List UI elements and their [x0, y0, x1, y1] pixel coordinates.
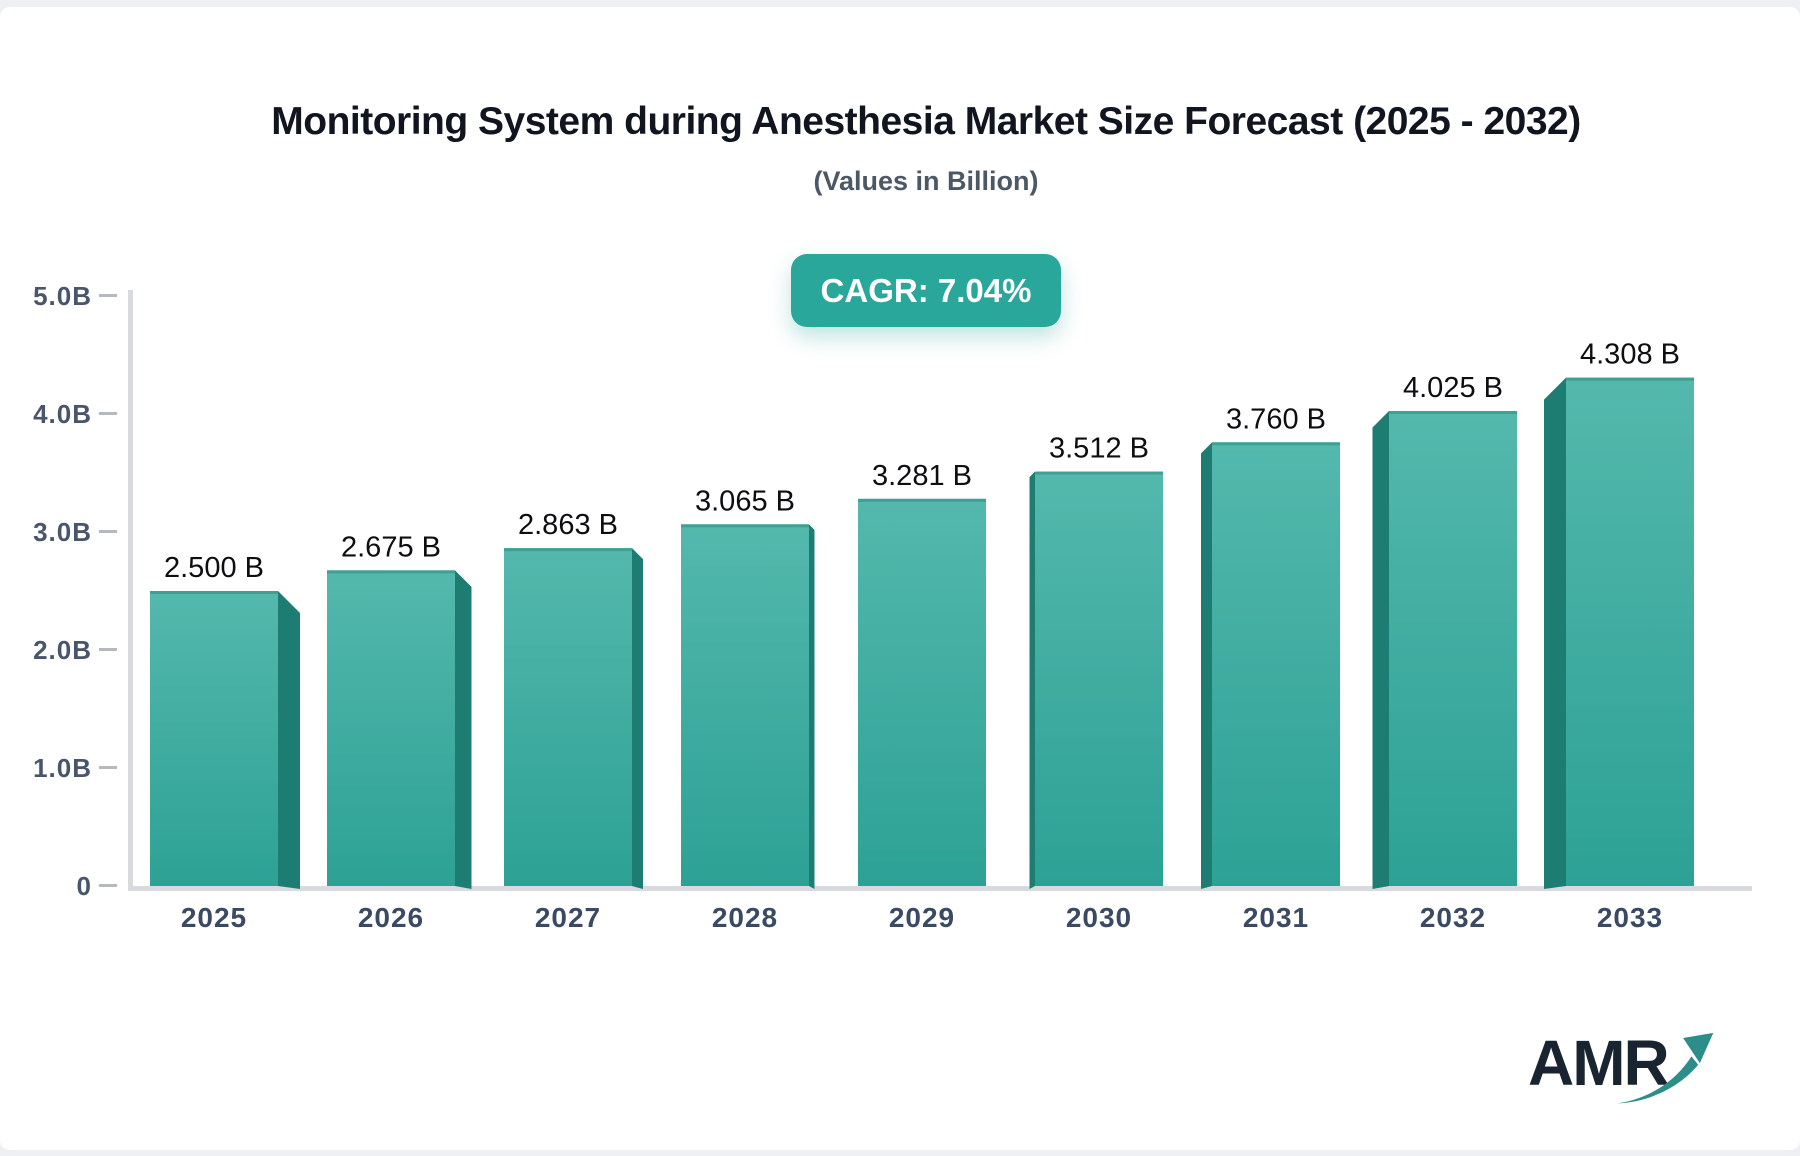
- bar-face: [504, 548, 632, 886]
- bar-face: [858, 498, 986, 886]
- bar-2033[interactable]: 4.308 B: [1544, 339, 1694, 889]
- bar-face: [150, 591, 278, 886]
- bar-top-edge: [681, 524, 809, 528]
- bar-top-edge: [858, 498, 986, 502]
- bar-2028[interactable]: 3.065 B: [681, 485, 815, 889]
- y-tick-label-2.0B: 2.0B: [33, 635, 92, 665]
- bar-2025[interactable]: 2.500 B: [150, 552, 300, 889]
- cagr-badge: CAGR: 7.04%: [791, 254, 1061, 327]
- bar-face: [1389, 411, 1517, 886]
- y-tick-mark: [99, 530, 117, 533]
- x-tick-label-2027: 2027: [535, 902, 601, 933]
- x-tick-label-2032: 2032: [1420, 902, 1486, 933]
- x-tick-label-2025: 2025: [181, 902, 247, 933]
- bar-face: [1212, 442, 1340, 886]
- chart-title: Monitoring System during Anesthesia Mark…: [271, 100, 1581, 143]
- bar-top-edge: [1389, 411, 1517, 415]
- y-tick-mark: [99, 884, 117, 887]
- bar-2031[interactable]: 3.760 B: [1201, 403, 1340, 889]
- x-tick-label-2033: 2033: [1597, 902, 1663, 933]
- bar-value-label: 2.863 B: [518, 509, 618, 541]
- y-tick-label-5.0B: 5.0B: [33, 281, 92, 311]
- bar-top-edge: [1035, 471, 1163, 475]
- bar-2030[interactable]: 3.512 B: [1029, 433, 1164, 889]
- bar-side-face: [1544, 377, 1566, 889]
- bar-side-face: [455, 570, 472, 889]
- x-axis: [128, 886, 1752, 891]
- x-tick-label-2026: 2026: [358, 902, 424, 933]
- bar-value-label: 2.675 B: [341, 531, 441, 563]
- bar-value-label: 3.760 B: [1226, 403, 1326, 435]
- bar-value-label: 4.025 B: [1403, 372, 1503, 404]
- bar-top-edge: [1212, 442, 1340, 446]
- growth-arrow-icon: [1617, 1032, 1714, 1104]
- y-tick-label-4.0B: 4.0B: [33, 399, 92, 429]
- bar-value-label: 2.500 B: [164, 552, 264, 584]
- bar-value-label: 4.308 B: [1580, 339, 1680, 371]
- x-tick-label-2028: 2028: [712, 902, 778, 933]
- bar-top-edge: [327, 570, 455, 574]
- x-tick-label-2030: 2030: [1066, 902, 1132, 933]
- bar-top-edge: [504, 548, 632, 552]
- y-tick-label-0: 0: [77, 871, 92, 901]
- y-tick-label-3.0B: 3.0B: [33, 517, 92, 547]
- bar-2032[interactable]: 4.025 B: [1372, 372, 1518, 889]
- bar-side-face: [1372, 411, 1389, 889]
- bar-2029[interactable]: 3.281 B: [858, 460, 986, 886]
- x-tick-label-2029: 2029: [889, 902, 955, 933]
- bar-2027[interactable]: 2.863 B: [504, 509, 643, 889]
- amr-logo: AMR: [1528, 1026, 1738, 1126]
- bar-top-edge: [1566, 377, 1694, 381]
- bar-2026[interactable]: 2.675 B: [327, 531, 472, 889]
- bar-value-label: 3.065 B: [695, 485, 795, 517]
- bar-side-face: [632, 548, 643, 889]
- bar-side-face: [278, 591, 300, 889]
- bar-side-face: [1029, 471, 1035, 889]
- bar-value-label: 3.281 B: [872, 460, 972, 492]
- bar-value-label: 3.512 B: [1049, 433, 1149, 465]
- y-axis: [128, 290, 133, 891]
- bar-side-face: [809, 524, 815, 889]
- chart-subtitle: (Values in Billion): [813, 166, 1039, 196]
- y-tick-mark: [99, 412, 117, 415]
- bar-face: [1566, 377, 1694, 886]
- cagr-badge-label: CAGR: 7.04%: [820, 271, 1032, 309]
- y-tick-label-1.0B: 1.0B: [33, 753, 92, 783]
- x-tick-label-2031: 2031: [1243, 902, 1309, 933]
- bar-face: [681, 524, 809, 886]
- bar-face: [327, 570, 455, 886]
- bar-top-edge: [150, 591, 278, 594]
- y-tick-mark: [99, 766, 117, 769]
- bar-side-face: [1201, 442, 1212, 889]
- bar-face: [1035, 471, 1163, 886]
- amr-logo-text: AMR: [1528, 1027, 1670, 1099]
- y-tick-mark: [99, 648, 117, 651]
- y-tick-mark: [99, 294, 117, 297]
